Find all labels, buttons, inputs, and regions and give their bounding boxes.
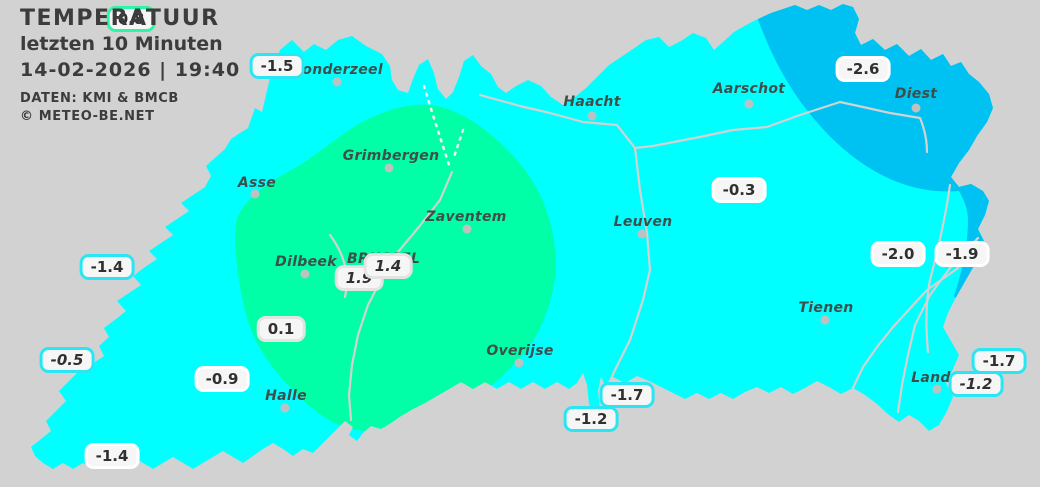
river-gete-2: [896, 236, 980, 414]
temp-label-1p4: 1.4: [363, 253, 413, 279]
road-brussels: [347, 170, 454, 422]
temp-label--2p6: -2.6: [835, 56, 891, 82]
temp-label--2p0: -2.0: [870, 241, 926, 267]
temp-label--1p2: -1.2: [563, 406, 619, 432]
temp-label--1p4: -1.4: [84, 443, 140, 469]
page-title: TEMPERATUUR: [20, 6, 220, 31]
temp-label--0p9: -0.9: [194, 366, 250, 392]
temp-label-0p1: 0.1: [256, 316, 306, 342]
city-label-londerzeel: Londerzeel: [293, 62, 383, 78]
city-label-haacht: Haacht: [563, 94, 621, 110]
city-dot-leuven: [637, 229, 647, 239]
city-dot-tienen: [820, 315, 830, 325]
temp-label--1p9: -1.9: [934, 241, 990, 267]
temp-label--1p5: -1.5: [249, 53, 305, 79]
city-label-zaventem: Zaventem: [425, 209, 507, 225]
canal-dotted-1: [422, 84, 452, 170]
city-label-overijse: Overijse: [486, 343, 554, 359]
river-demer: [478, 93, 929, 154]
temp-label--1p7: -1.7: [971, 348, 1027, 374]
border-east: [925, 183, 952, 354]
page-subtitle: letzten 10 Minuten: [20, 33, 223, 55]
city-dot-grimbergen: [384, 163, 394, 173]
temp-label--0p5: -0.5: [39, 347, 95, 373]
canal-dotted-2: [451, 128, 465, 162]
city-label-leuven: Leuven: [613, 214, 673, 230]
city-dot-diest: [911, 103, 921, 113]
city-dot-halle: [280, 403, 290, 413]
city-label-grimbergen: Grimbergen: [342, 148, 440, 164]
city-dot-dilbeek: [300, 269, 310, 279]
temp-label-0p8: 0.8: [106, 6, 156, 32]
temp-label--1p7: -1.7: [599, 382, 655, 408]
city-dot-haacht: [587, 111, 597, 121]
city-dot-aarschot: [744, 99, 754, 109]
title-block: TEMPERATUUR letzten 10 Minuten 14-02-202…: [20, 6, 240, 126]
city-dot-overijse: [514, 358, 524, 368]
city-label-halle: Halle: [265, 388, 307, 404]
city-dot-landen: [932, 384, 942, 394]
city-dot-londerzeel: [332, 77, 342, 87]
city-label-dilbeek: Dilbeek: [275, 254, 337, 270]
city-dot-zaventem: [462, 224, 472, 234]
temp-label--1p2: -1.2: [948, 371, 1004, 397]
datetime-text: 14-02-2026 | 19:40: [20, 59, 241, 81]
city-label-aarschot: Aarschot: [712, 81, 786, 97]
city-label-tienen: Tienen: [798, 300, 854, 316]
river-gete-1: [850, 266, 960, 392]
city-dot-asse: [250, 189, 260, 199]
river-dijle: [603, 146, 652, 394]
city-label-asse: Asse: [237, 175, 277, 191]
data-source-text: DATEN: KMI & BMCB: [20, 91, 179, 106]
temp-label--1p4: -1.4: [79, 254, 135, 280]
copyright-text: © METEO-BE.NET: [20, 109, 155, 124]
temp-label--0p3: -0.3: [711, 177, 767, 203]
city-label-diest: Diest: [894, 86, 938, 102]
